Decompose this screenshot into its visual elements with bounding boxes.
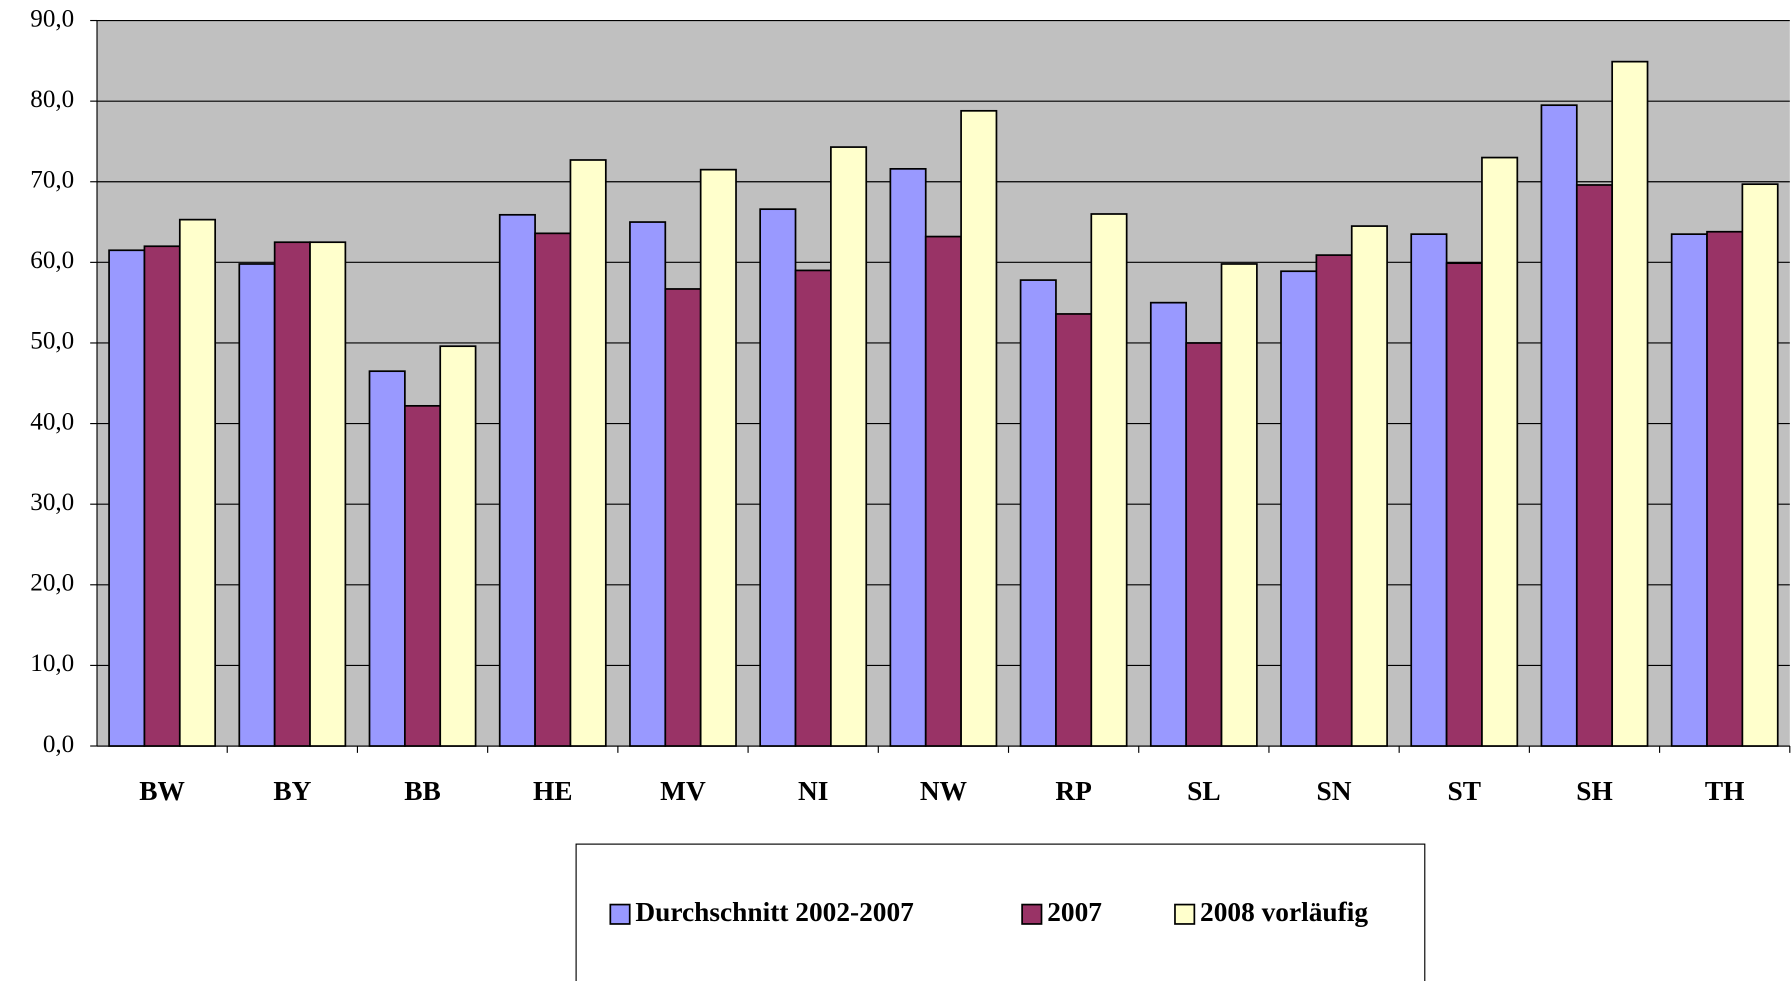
bar bbox=[1706, 230, 1744, 747]
legend-swatch bbox=[1174, 903, 1196, 925]
legend-label: 2008 vorläufig bbox=[1200, 897, 1368, 927]
bar bbox=[368, 370, 406, 747]
bar bbox=[629, 221, 667, 747]
bar bbox=[404, 404, 442, 747]
bar bbox=[1185, 342, 1223, 747]
bar bbox=[569, 159, 607, 747]
bar bbox=[960, 109, 998, 747]
x-tick-label: BB bbox=[404, 776, 441, 806]
bar bbox=[1149, 301, 1188, 747]
y-tick-label: 80,0 bbox=[30, 86, 74, 113]
legend-swatch bbox=[609, 903, 631, 925]
y-tick-label: 30,0 bbox=[30, 489, 74, 516]
bar bbox=[1410, 233, 1448, 747]
x-tick-label: SH bbox=[1576, 776, 1612, 806]
bar bbox=[1670, 233, 1708, 747]
x-tick-label: BW bbox=[139, 776, 185, 806]
bar bbox=[178, 218, 217, 747]
bar bbox=[498, 213, 536, 747]
bar bbox=[1575, 184, 1614, 747]
bar bbox=[309, 241, 347, 747]
x-tick-label: ST bbox=[1448, 776, 1481, 806]
bar bbox=[439, 345, 477, 747]
bar bbox=[1445, 262, 1483, 747]
x-tick-label: SL bbox=[1187, 776, 1220, 806]
bar bbox=[1315, 254, 1353, 747]
bar bbox=[108, 249, 146, 747]
bar bbox=[238, 263, 276, 747]
bar bbox=[1350, 225, 1388, 747]
x-tick-label: BY bbox=[273, 776, 311, 806]
legend-label: Durchschnitt 2002-2007 bbox=[635, 897, 914, 927]
bar bbox=[1540, 104, 1578, 747]
x-tick-label: TH bbox=[1705, 776, 1745, 806]
bar bbox=[924, 235, 962, 747]
y-tick-label: 90,0 bbox=[30, 5, 74, 32]
bar bbox=[889, 167, 927, 747]
y-tick-label: 60,0 bbox=[30, 247, 74, 274]
x-tick-label: NI bbox=[798, 776, 828, 806]
bar bbox=[699, 168, 737, 747]
x-tick-label: RP bbox=[1055, 776, 1091, 806]
bar bbox=[1019, 279, 1057, 747]
bar bbox=[794, 269, 832, 747]
bar bbox=[1220, 263, 1258, 747]
bar bbox=[1090, 213, 1128, 747]
bar bbox=[1481, 156, 1519, 747]
bar bbox=[1611, 60, 1649, 747]
bar bbox=[830, 146, 868, 747]
bar bbox=[273, 241, 311, 747]
bar bbox=[664, 288, 702, 747]
x-tick-label: MV bbox=[660, 776, 706, 806]
y-tick-label: 10,0 bbox=[30, 650, 74, 677]
bar bbox=[1055, 313, 1093, 747]
y-tick-label: 20,0 bbox=[30, 570, 74, 597]
y-tick-label: 40,0 bbox=[30, 408, 74, 435]
x-tick-label: NW bbox=[920, 776, 967, 806]
x-tick-label: SN bbox=[1317, 776, 1352, 806]
bar bbox=[759, 208, 797, 747]
bar bbox=[1280, 270, 1318, 747]
bar bbox=[143, 245, 181, 747]
legend-label: 2007 bbox=[1047, 897, 1102, 927]
y-tick-label: 50,0 bbox=[30, 328, 74, 355]
bar bbox=[1741, 183, 1779, 747]
y-tick-label: 70,0 bbox=[30, 167, 74, 194]
x-tick-label: HE bbox=[533, 776, 573, 806]
y-tick-label: 0,0 bbox=[43, 731, 74, 758]
legend-box bbox=[575, 843, 1426, 981]
legend-swatch bbox=[1021, 903, 1043, 925]
bar bbox=[534, 232, 572, 747]
